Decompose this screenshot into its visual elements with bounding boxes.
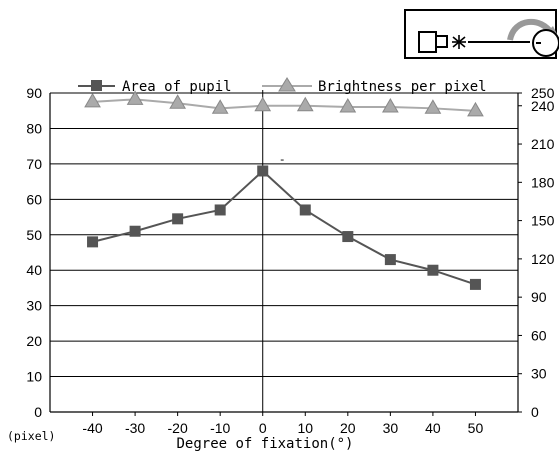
apparatus-inset [404, 9, 559, 59]
y-right-tick-label: 30 [531, 366, 547, 382]
data-point-area-of-pupil [172, 213, 184, 225]
series-line-area-of-pupil [92, 169, 476, 286]
series-line-brightness-per-pixel [92, 98, 476, 112]
y-left-tick-label: 30 [26, 298, 42, 314]
legend-item-brightness-per-pixel: Brightness per pixel [262, 77, 487, 95]
data-point-brightness-per-pixel [381, 98, 399, 113]
y-left-tick-label: 90 [26, 85, 42, 101]
x-tick-label: 30 [383, 420, 399, 436]
x-tick-label: -10 [210, 420, 230, 436]
data-point-area-of-pupil [299, 204, 311, 216]
data-point-area-of-pupil [342, 231, 354, 243]
data-point-brightness-per-pixel [211, 99, 229, 114]
data-point-brightness-per-pixel [126, 90, 144, 105]
axes: 0 10 20 30 40 50 60 70 80 90 0 30 60 90 120 150 180 210 24… [26, 85, 554, 436]
x-tick-label: -40 [82, 420, 102, 436]
y-right-tick-label: 120 [531, 251, 555, 267]
series: - [84, 90, 484, 290]
y-left-tick-label: 20 [26, 333, 42, 349]
x-tick-label: 0 [259, 420, 267, 436]
y-right-tick-label: 180 [531, 174, 555, 190]
x-tick-label: 20 [340, 420, 356, 436]
y-unit-label: (pixel) [7, 429, 55, 443]
y-left-tick-label: 70 [26, 156, 42, 172]
x-axis-title: Degree of fixation(°) [176, 436, 353, 452]
data-point-area-of-pupil [384, 254, 396, 266]
data-point-brightness-per-pixel [84, 92, 101, 108]
data-point-brightness-per-pixel [296, 96, 314, 112]
y-right-tick-label: 60 [531, 327, 547, 343]
y-left-tick-label: 40 [26, 262, 42, 278]
data-point-brightness-per-pixel [424, 99, 442, 114]
y-left-tick-label: 0 [34, 404, 42, 420]
y-right-tick-label: 90 [531, 289, 547, 305]
camera-icon [418, 31, 448, 53]
legend-label-brightness-per-pixel: Brightness per pixel [318, 79, 487, 95]
y-right-tick-label: 0 [531, 404, 539, 420]
data-point-area-of-pupil [87, 236, 99, 248]
y-left-tick-label: 80 [26, 120, 42, 136]
data-point-area-of-pupil [427, 264, 439, 276]
y-left-tick-label: 50 [26, 227, 42, 243]
data-point-brightness-per-pixel [169, 94, 187, 109]
data-point-brightness-per-pixel [339, 98, 357, 113]
data-point-area-of-pupil [129, 225, 141, 237]
grid [50, 92, 518, 413]
y-right-tick-label: 210 [531, 136, 555, 152]
y-left-tick-label: 60 [26, 191, 42, 207]
data-point-area-of-pupil [257, 165, 269, 177]
light-source-icon [452, 35, 466, 49]
data-point-area-of-pupil [214, 204, 226, 216]
y-right-tick-label: 240 [531, 98, 555, 114]
x-tick-label: -20 [168, 420, 188, 436]
x-tick-label: 50 [468, 420, 484, 436]
data-point-brightness-per-pixel [254, 96, 272, 112]
x-tick-label: 10 [297, 420, 313, 436]
eye-icon [532, 29, 559, 57]
legend-item-area-of-pupil: Area of pupil [78, 79, 232, 95]
legend: Area of pupil Brightness per pixel [78, 77, 487, 95]
y-left-tick-label: 10 [26, 369, 42, 385]
legend-label-area-of-pupil: Area of pupil [122, 79, 232, 95]
x-tick-label: -30 [125, 420, 145, 436]
peak-annotation: - [279, 152, 286, 166]
x-tick-label: 40 [425, 420, 441, 436]
legend-square-marker [91, 80, 102, 91]
data-point-area-of-pupil [469, 278, 481, 290]
y-right-tick-label: 250 [531, 85, 555, 101]
y-right-tick-label: 150 [531, 213, 555, 229]
legend-triangle-marker [278, 77, 296, 92]
data-point-brightness-per-pixel [467, 101, 484, 117]
